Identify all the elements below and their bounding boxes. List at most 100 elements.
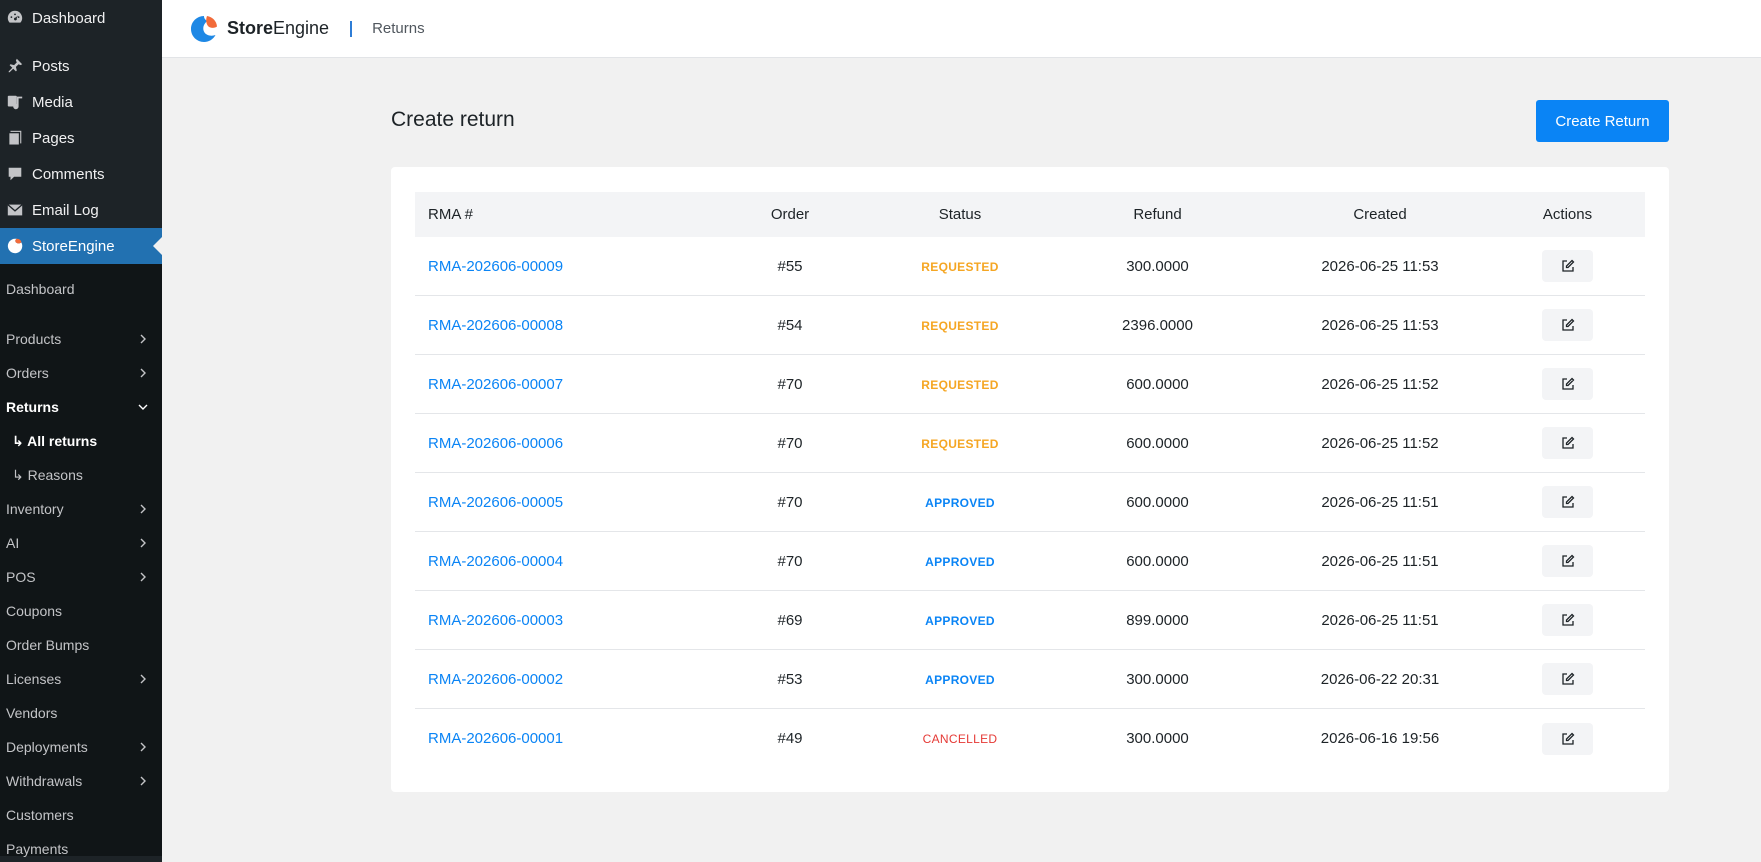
submenu-inventory[interactable]: Inventory — [0, 492, 162, 526]
chevron-down-icon — [138, 402, 148, 412]
storeengine-submenu: Dashboard Products Orders Returns ↳ All … — [0, 264, 162, 857]
returns-table: RMA # Order Status Refund Created Action… — [415, 192, 1645, 768]
edit-button[interactable] — [1542, 663, 1593, 695]
order-number: #70 — [777, 434, 803, 452]
edit-icon — [1561, 495, 1574, 508]
submenu-coupons[interactable]: Coupons — [6, 603, 63, 619]
sidebar-item-email-log[interactable]: Email Log — [0, 192, 162, 228]
header-order: Order — [770, 206, 810, 223]
brand-name: StoreEngine — [227, 18, 330, 38]
refund-amount: 600.0000 — [1126, 552, 1189, 570]
edit-button[interactable] — [1542, 604, 1593, 636]
rma-link[interactable]: RMA-202606-00004 — [428, 552, 564, 570]
header-divider — [350, 20, 353, 37]
order-number: #70 — [777, 375, 803, 393]
submenu-deployments[interactable]: Deployments — [0, 730, 162, 764]
header-created: Created — [1353, 206, 1407, 223]
submenu-vendors[interactable]: Vendors — [6, 705, 58, 721]
header-rma: RMA # — [428, 206, 474, 223]
rma-link[interactable]: RMA-202606-00005 — [428, 493, 564, 511]
submenu-licenses[interactable]: Licenses — [0, 662, 162, 696]
rma-link[interactable]: RMA-202606-00003 — [428, 611, 564, 629]
chevron-right-icon — [138, 504, 148, 514]
create-return-button[interactable]: Create Return — [1536, 100, 1669, 142]
sidebar-item-pages[interactable]: Pages — [0, 120, 162, 156]
sidebar-item-label: Posts — [32, 57, 70, 75]
edit-icon — [1561, 377, 1574, 390]
edit-button[interactable] — [1542, 250, 1593, 282]
chevron-right-icon — [138, 776, 148, 786]
storeengine-logo[interactable]: StoreEngine — [188, 13, 329, 45]
order-number: #53 — [777, 670, 803, 688]
breadcrumb: Returns — [372, 20, 425, 37]
edit-button[interactable] — [1542, 486, 1593, 518]
created-date: 2026-06-25 11:51 — [1321, 611, 1439, 629]
submenu-returns[interactable]: Returns — [0, 390, 162, 424]
edit-icon — [1561, 318, 1574, 331]
chevron-right-icon — [138, 334, 148, 344]
rma-link[interactable]: RMA-202606-00007 — [428, 375, 564, 393]
comment-icon — [5, 164, 25, 184]
submenu-pos[interactable]: POS — [0, 560, 162, 594]
status-badge: REQUESTED — [921, 318, 999, 333]
header-refund: Refund — [1133, 206, 1182, 223]
table-row: RMA-202606-00006 #70 REQUESTED 600.0000 … — [415, 414, 1645, 473]
status-badge: REQUESTED — [921, 436, 999, 451]
rma-link[interactable]: RMA-202606-00001 — [428, 730, 564, 747]
edit-icon — [1561, 436, 1574, 449]
sidebar-item-label: Email Log — [32, 201, 99, 219]
edit-button[interactable] — [1542, 309, 1593, 341]
edit-button[interactable] — [1542, 545, 1593, 577]
submenu-order-bumps[interactable]: Order Bumps — [6, 637, 90, 653]
submenu-orders[interactable]: Orders — [0, 356, 162, 390]
edit-icon — [1561, 259, 1574, 272]
rma-link[interactable]: RMA-202606-00008 — [428, 316, 564, 334]
table-row: RMA-202606-00007 #70 REQUESTED 600.0000 … — [415, 355, 1645, 414]
rma-link[interactable]: RMA-202606-00006 — [428, 434, 564, 452]
refund-amount: 2396.0000 — [1122, 316, 1193, 334]
created-date: 2026-06-25 11:51 — [1321, 493, 1439, 511]
rma-link[interactable]: RMA-202606-00009 — [428, 257, 564, 275]
dashboard-icon — [5, 8, 25, 28]
refund-amount: 600.0000 — [1126, 493, 1189, 511]
returns-card: RMA # Order Status Refund Created Action… — [391, 167, 1669, 792]
status-badge: APPROVED — [925, 613, 995, 628]
sidebar-item-label: Dashboard — [32, 9, 106, 27]
submenu-withdrawals[interactable]: Withdrawals — [0, 764, 162, 798]
submenu-dashboard[interactable]: Dashboard — [6, 281, 75, 297]
status-badge: APPROVED — [925, 554, 995, 569]
status-badge: REQUESTED — [921, 377, 999, 392]
email-icon — [5, 200, 25, 220]
created-date: 2026-06-22 20:31 — [1320, 670, 1440, 688]
table-row: RMA-202606-00009 #55 REQUESTED 300.0000 … — [415, 237, 1645, 296]
table-row: RMA-202606-00002 #53 APPROVED 300.0000 2… — [415, 650, 1645, 709]
submenu-products[interactable]: Products — [0, 322, 162, 356]
refund-amount: 600.0000 — [1126, 434, 1189, 452]
sidebar-item-media[interactable]: Media — [0, 84, 162, 120]
edit-button[interactable] — [1542, 722, 1593, 755]
sidebar-item-storeengine[interactable]: StoreEngine — [0, 228, 162, 264]
sidebar-item-comments[interactable]: Comments — [0, 156, 162, 192]
edit-button[interactable] — [1542, 427, 1593, 459]
created-date: 2026-06-25 11:53 — [1321, 257, 1439, 275]
order-number: #69 — [777, 611, 803, 629]
submenu-all-returns[interactable]: ↳ All returns — [12, 432, 98, 449]
refund-amount: 300.0000 — [1126, 730, 1189, 747]
edit-button[interactable] — [1542, 368, 1593, 400]
edit-icon — [1561, 613, 1574, 626]
rma-link[interactable]: RMA-202606-00002 — [428, 670, 564, 688]
submenu-customers[interactable]: Customers — [6, 807, 74, 823]
sidebar-item-posts[interactable]: Posts — [0, 48, 162, 84]
admin-sidebar: Dashboard Posts Media Pages Comments Ema… — [0, 0, 162, 862]
order-number: #49 — [777, 730, 803, 747]
chevron-right-icon — [138, 368, 148, 378]
created-date: 2026-06-25 11:53 — [1321, 316, 1439, 334]
submenu-reasons[interactable]: ↳ Reasons — [12, 466, 83, 483]
page-title: Create return — [391, 108, 515, 131]
header-status: Status — [938, 206, 982, 223]
sidebar-item-dashboard[interactable]: Dashboard — [0, 0, 162, 36]
created-date: 2026-06-25 11:52 — [1321, 434, 1439, 452]
submenu-ai[interactable]: AI — [0, 526, 162, 560]
created-date: 2026-06-25 11:52 — [1321, 375, 1439, 393]
submenu-payments[interactable]: Payments — [6, 841, 69, 857]
